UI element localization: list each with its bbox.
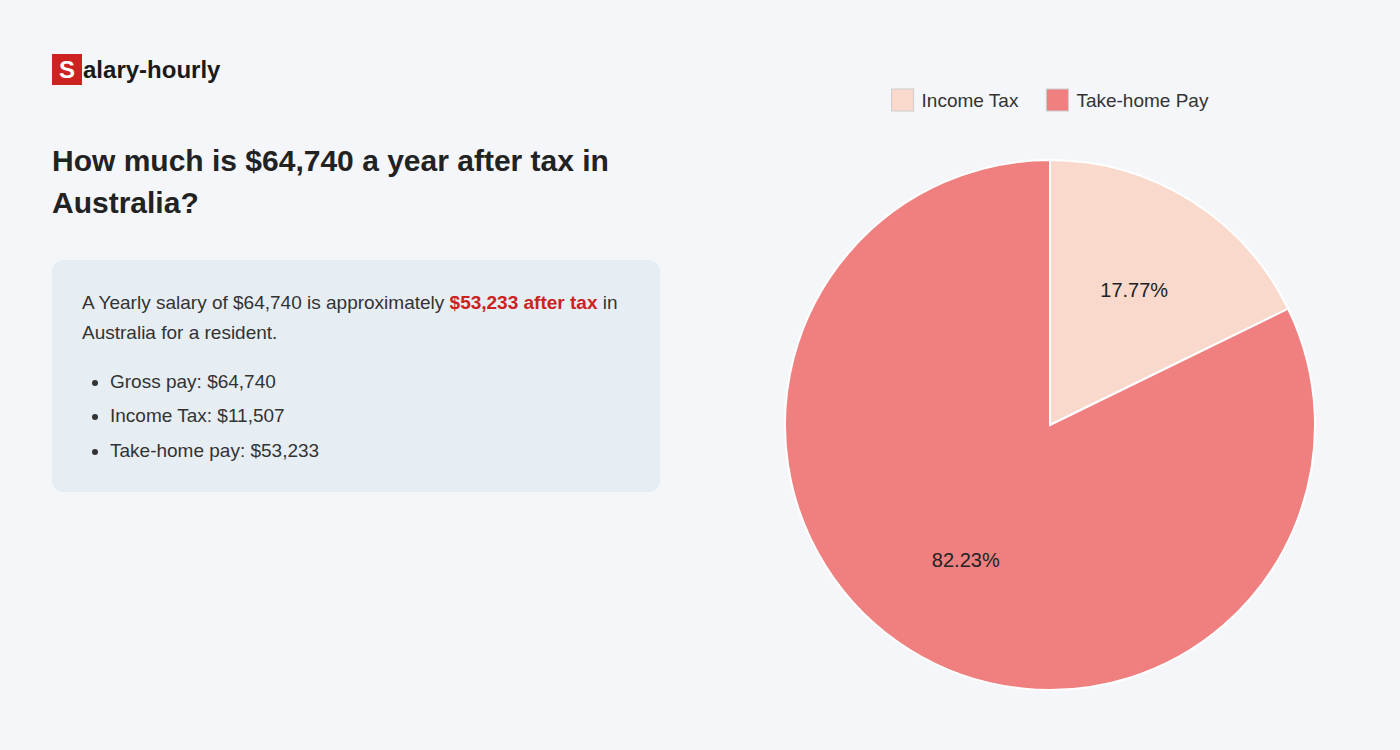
bullet: Income Tax: $11,507 bbox=[110, 401, 630, 431]
legend-item: Take-home Pay bbox=[1046, 89, 1209, 111]
annotation-text: Gross pay: $64,740 bbox=[110, 371, 276, 392]
summary-line: Australia for a resident. bbox=[82, 318, 630, 348]
annotation-text: Australia for a resident. bbox=[82, 322, 277, 343]
legend-swatch bbox=[892, 89, 914, 111]
legend-label: Income Tax bbox=[922, 90, 1019, 111]
annotation-text: Take-home pay: $53,233 bbox=[110, 440, 319, 461]
legend-label: Take-home Pay bbox=[1076, 90, 1209, 111]
data-labels: 17.77% 82.23% bbox=[932, 279, 1168, 571]
annotation-text: $53,233 after tax bbox=[450, 292, 598, 313]
annotation-text: A Yearly salary of $64,740 is approximat… bbox=[82, 292, 450, 313]
legend-item: Income Tax bbox=[892, 89, 1019, 111]
data-label: 82.23% bbox=[932, 549, 1000, 571]
chart-panel: 17.77% 82.23% Income Tax Take-home Pay bbox=[700, 0, 1400, 750]
pie-slice bbox=[785, 160, 1315, 690]
bullet: Gross pay: $64,740 bbox=[110, 367, 630, 397]
annotation-text: alary-hourly bbox=[83, 56, 220, 83]
legend-swatch bbox=[1046, 89, 1068, 111]
annotation-text: in bbox=[597, 292, 617, 313]
legend: Income Tax Take-home Pay bbox=[892, 89, 1209, 111]
annotation-text: Income Tax: $11,507 bbox=[110, 405, 285, 426]
bullet-list: Gross pay: $64,740 Income Tax: $11,507 Tak… bbox=[82, 367, 630, 466]
bullet: Take-home pay: $53,233 bbox=[110, 436, 630, 466]
pie-chart: 17.77% 82.23% Income Tax Take-home Pay bbox=[700, 0, 1400, 750]
data-label: 17.77% bbox=[1100, 279, 1168, 301]
text-panel: Salary-hourly How much is $64,740 a year … bbox=[0, 0, 700, 750]
logo: Salary-hourly bbox=[52, 56, 660, 84]
info-box: A Yearly salary of $64,740 is approximat… bbox=[52, 260, 660, 492]
title: How much is $64,740 a year after tax in … bbox=[52, 140, 660, 224]
summary: A Yearly salary of $64,740 is approximat… bbox=[82, 288, 630, 349]
summary-line: A Yearly salary of $64,740 is approximat… bbox=[82, 288, 630, 318]
annotation-text: S bbox=[52, 54, 82, 85]
slices bbox=[785, 160, 1315, 690]
